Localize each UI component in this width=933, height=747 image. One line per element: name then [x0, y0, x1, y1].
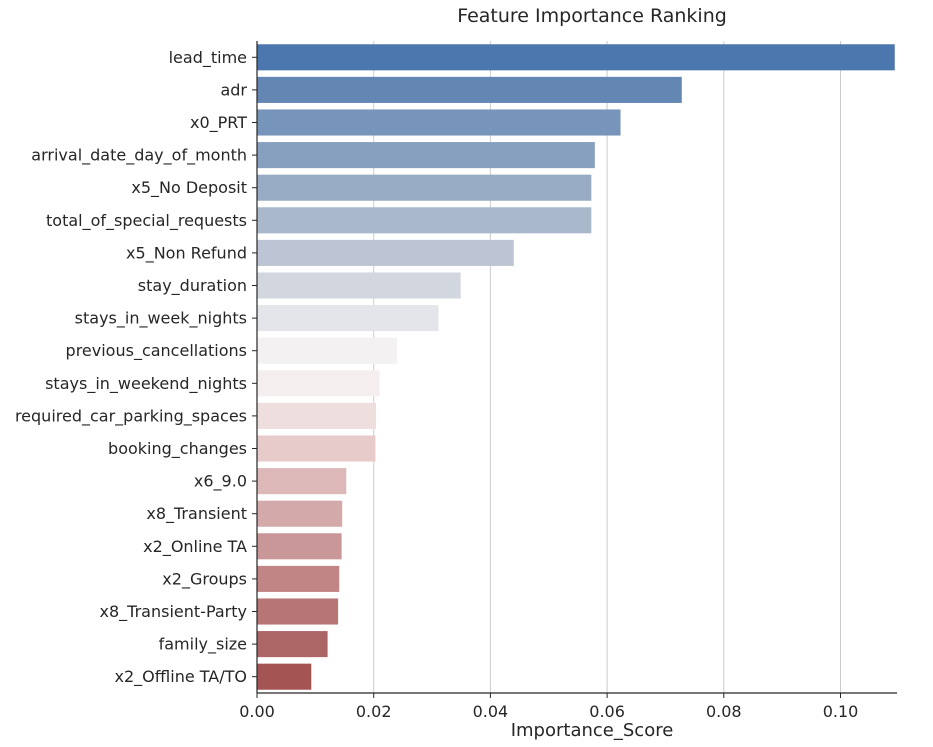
x-tick-label: 0.08	[706, 702, 742, 721]
bar	[257, 76, 682, 103]
bar	[257, 435, 376, 462]
bar	[257, 663, 312, 690]
y-tick-label: required_car_parking_spaces	[15, 406, 247, 426]
bars-layer	[257, 44, 895, 690]
y-tick-label: x5_No Deposit	[131, 178, 247, 198]
bar	[257, 305, 439, 332]
bar	[257, 500, 343, 527]
y-tick-label: stay_duration	[138, 276, 247, 296]
bar	[257, 533, 342, 560]
bar	[257, 370, 380, 397]
chart-title: Feature Importance Ranking	[457, 5, 727, 27]
y-tick-label: stays_in_week_nights	[75, 309, 247, 329]
y-tick-label: x6_9.0	[194, 472, 247, 492]
y-tick-label: x0_PRT	[190, 113, 247, 133]
y-tick-label: booking_changes	[108, 439, 247, 459]
y-tick-label: stays_in_weekend_nights	[45, 374, 247, 394]
y-tick-label: x2_Groups	[162, 569, 247, 589]
y-tick-label: x2_Offline TA/TO	[115, 667, 247, 687]
bar	[257, 142, 595, 169]
bar	[257, 109, 621, 136]
bar	[257, 402, 377, 429]
x-axis-label: Importance_Score	[511, 720, 674, 741]
y-tick-label: total_of_special_requests	[46, 211, 247, 231]
bar	[257, 239, 514, 266]
y-tick-label: x8_Transient-Party	[100, 602, 247, 622]
x-tick-label: 0.00	[239, 702, 275, 721]
y-tick-label: adr	[220, 80, 247, 99]
y-tick-label: lead_time	[169, 48, 247, 68]
bar	[257, 468, 347, 495]
bar	[257, 631, 328, 658]
y-tick-label: previous_cancellations	[66, 341, 247, 361]
x-tick-label: 0.04	[473, 702, 509, 721]
y-tick-label: x2_Online TA	[143, 537, 247, 557]
x-tick-label: 0.02	[356, 702, 392, 721]
bar	[257, 598, 339, 625]
y-tick-label: family_size	[159, 635, 247, 655]
bar	[257, 44, 895, 71]
grid-layer	[373, 41, 841, 693]
y-tick-label: x5_Non Refund	[126, 243, 247, 263]
bar	[257, 565, 340, 592]
bar	[257, 207, 592, 234]
bar	[257, 174, 592, 201]
x-tick-label: 0.10	[823, 702, 859, 721]
y-tick-label: arrival_date_day_of_month	[31, 146, 247, 166]
x-tick-label: 0.06	[589, 702, 625, 721]
y-tick-label: x8_Transient	[146, 504, 247, 524]
bar	[257, 337, 398, 364]
x-tick-labels: 0.00 0.02 0.04 0.06 0.08 0.10	[239, 693, 858, 721]
bar	[257, 272, 461, 299]
